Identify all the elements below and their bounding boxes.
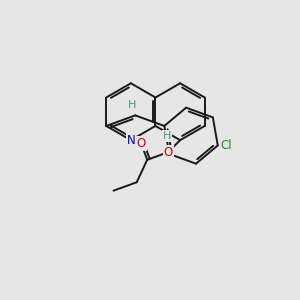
Text: O: O: [137, 137, 146, 150]
Text: O: O: [164, 146, 173, 159]
Text: N: N: [127, 134, 135, 147]
Text: Cl: Cl: [220, 139, 232, 152]
Text: H: H: [163, 131, 172, 141]
Text: H: H: [128, 100, 136, 110]
